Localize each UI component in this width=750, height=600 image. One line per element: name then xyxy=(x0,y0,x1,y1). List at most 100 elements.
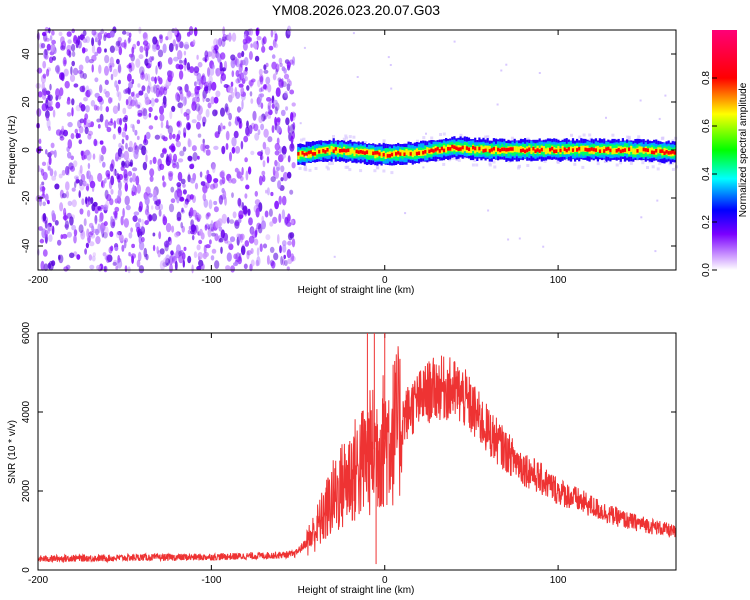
heatmap-noise-blob xyxy=(112,210,118,216)
heatmap-noise-blob xyxy=(89,230,95,236)
heatmap-noise-blob xyxy=(262,36,267,45)
heatmap-noise-blob xyxy=(237,197,242,207)
heatmap-signal-cell xyxy=(420,150,423,156)
heatmap-signal-cell xyxy=(619,146,622,153)
heatmap-noise-blob xyxy=(152,195,158,202)
heatmap-noise-blob xyxy=(48,125,51,131)
heatmap-noise-blob xyxy=(95,236,101,245)
heatmap-noise-blob xyxy=(207,51,212,57)
heatmap-signal-cell xyxy=(555,149,558,153)
heatmap-y-axis-label: Frequency (Hz) xyxy=(7,116,18,185)
heatmap-noise-blob xyxy=(163,103,167,109)
heatmap-noise-blob xyxy=(287,124,290,134)
heatmap-noise-blob xyxy=(51,260,56,267)
heatmap-noise-blob xyxy=(248,217,253,226)
heatmap-noise-blob xyxy=(182,96,187,107)
heatmap-noise-blob xyxy=(89,180,96,189)
heatmap-halo-cell xyxy=(637,135,641,139)
heatmap-noise-blob xyxy=(241,72,247,81)
heatmap-noise-blob xyxy=(246,250,250,260)
heatmap-noise-blob xyxy=(250,227,255,237)
heatmap-noise-blob xyxy=(261,170,266,176)
colorbar-tick-label: 0.8 xyxy=(701,71,712,85)
heatmap-noise-blob xyxy=(165,36,169,41)
heatmap-noise-blob xyxy=(147,193,153,198)
heatmap-halo-cell xyxy=(342,137,346,141)
heatmap-halo-cell xyxy=(473,158,477,162)
heatmap-noise-blob xyxy=(154,204,161,211)
heatmap-halo-cell xyxy=(526,137,530,141)
heatmap-noise-blob xyxy=(93,138,98,147)
heatmap-noise-blob xyxy=(87,133,92,140)
heatmap-signal-cell xyxy=(636,149,639,153)
heatmap-signal-cell xyxy=(307,150,310,155)
heatmap-halo-cell xyxy=(615,163,619,167)
heatmap-noise-blob xyxy=(121,131,127,138)
heatmap-noise-blob xyxy=(286,78,291,83)
heatmap-noise-blob xyxy=(144,206,149,216)
heatmap-signal-cell xyxy=(469,147,473,154)
heatmap-halo-cell xyxy=(578,135,582,139)
heatmap-x-tick-label: -100 xyxy=(201,275,221,286)
heatmap-noise-blob xyxy=(42,60,47,69)
heatmap-noise-blob xyxy=(215,68,218,74)
heatmap-signal-cell xyxy=(309,151,312,158)
heatmap-noise-blob xyxy=(154,98,159,103)
heatmap-noise-blob xyxy=(142,40,149,46)
heatmap-noise-blob xyxy=(55,88,60,98)
heatmap-signal-cell xyxy=(343,148,346,153)
heatmap-noise-blob xyxy=(60,72,65,82)
heatmap-noise-blob xyxy=(133,149,139,160)
heatmap-signal-cell xyxy=(607,148,610,155)
heatmap-noise-blob xyxy=(221,36,227,42)
heatmap-noise-blob xyxy=(280,255,283,266)
heatmap-noise-blob xyxy=(85,105,90,113)
heatmap-signal-cell xyxy=(497,147,500,152)
heatmap-noise-blob xyxy=(199,171,203,178)
heatmap-noise-blob xyxy=(94,77,99,83)
heatmap-sparse-cell xyxy=(505,63,508,66)
heatmap-noise-blob xyxy=(250,150,255,156)
heatmap-sparse-cell xyxy=(425,132,427,135)
heatmap-noise-blob xyxy=(143,44,150,52)
heatmap-halo-cell xyxy=(517,166,521,170)
heatmap-noise-blob xyxy=(99,84,103,94)
heatmap-noise-blob xyxy=(115,152,119,162)
heatmap-noise-blob xyxy=(262,175,266,182)
heatmap-noise-blob xyxy=(246,85,250,91)
heatmap-noise-blob xyxy=(276,117,281,123)
heatmap-noise-blob xyxy=(158,209,162,217)
heatmap-noise-blob xyxy=(170,198,176,204)
heatmap-noise-blob xyxy=(281,66,286,72)
heatmap-noise-blob xyxy=(75,39,79,49)
heatmap-noise-blob xyxy=(183,61,187,72)
heatmap-signal-cell xyxy=(578,147,581,151)
heatmap-noise-blob xyxy=(225,130,230,141)
heatmap-noise-blob xyxy=(141,85,146,92)
heatmap-noise-blob xyxy=(105,254,111,263)
heatmap-noise-blob xyxy=(105,200,109,210)
heatmap-noise-blob xyxy=(248,51,253,60)
heatmap-noise-blob xyxy=(185,122,191,131)
heatmap-noise-blob xyxy=(183,246,187,251)
snr-y-tick-label: 6000 xyxy=(21,321,32,344)
heatmap-noise-blob xyxy=(89,264,95,270)
heatmap-noise-blob xyxy=(266,156,270,164)
heatmap-noise-blob xyxy=(197,252,203,260)
heatmap-noise-blob xyxy=(94,37,98,43)
heatmap-noise-blob xyxy=(159,260,166,271)
heatmap-noise-blob xyxy=(277,180,282,190)
heatmap-noise-blob xyxy=(261,220,266,230)
heatmap-noise-blob xyxy=(238,233,242,241)
heatmap-y-tick-label: -20 xyxy=(21,190,32,205)
heatmap-x-tick-label: 100 xyxy=(550,275,567,286)
heatmap-noise-blob xyxy=(223,84,229,88)
heatmap-noise-blob xyxy=(282,258,285,266)
heatmap-noise-blob xyxy=(142,32,149,42)
heatmap-sparse-cell xyxy=(303,46,306,49)
heatmap-noise-blob xyxy=(154,134,161,140)
heatmap-noise-blob xyxy=(224,238,229,244)
heatmap-noise-blob xyxy=(91,203,96,212)
heatmap-noise-blob xyxy=(128,252,131,257)
